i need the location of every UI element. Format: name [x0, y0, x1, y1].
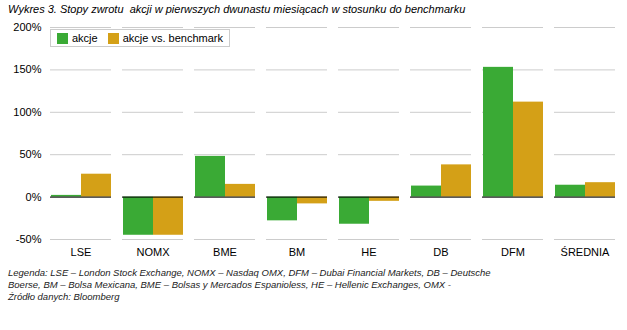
html-text:Wykres 3. Stopy zwrotu akcji w: Wykres 3. Stopy zwrotu akcji w pierwszyc…: [8, 3, 466, 15]
svg-text:BME: BME: [213, 246, 237, 258]
svg-text:100%: 100%: [13, 106, 41, 118]
svg-text:NOMX: NOMX: [137, 246, 171, 258]
svg-text:LSE: LSE: [71, 246, 92, 258]
svg-text:BM: BM: [289, 246, 306, 258]
html-text:Legenda: LSE – London Stock Ex: Legenda: LSE – London Stock Exchange, NO…: [8, 267, 491, 302]
svg-text:-50%: -50%: [16, 233, 42, 245]
svg-text:0%: 0%: [26, 191, 42, 203]
svg-text:DB: DB: [433, 246, 448, 258]
svg-text:50%: 50%: [19, 148, 41, 160]
svg-text:DFM: DFM: [501, 246, 525, 258]
html-text:akcje: akcje: [72, 32, 98, 44]
svg-text:HE: HE: [361, 246, 376, 258]
html-text:akcje vs. benchmark: akcje vs. benchmark: [122, 32, 223, 44]
svg-text:150%: 150%: [13, 63, 41, 75]
svg-text:ŚREDNIA: ŚREDNIA: [561, 246, 611, 258]
svg-text:200%: 200%: [13, 21, 41, 33]
